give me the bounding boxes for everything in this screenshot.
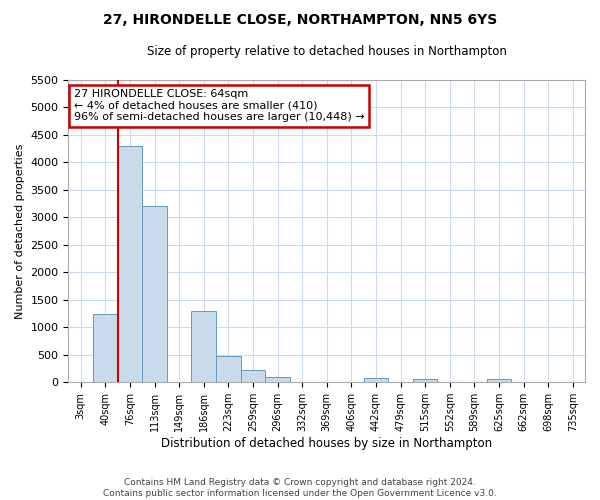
Bar <box>118 146 142 382</box>
X-axis label: Distribution of detached houses by size in Northampton: Distribution of detached houses by size … <box>161 437 492 450</box>
Bar <box>191 311 216 382</box>
Bar <box>93 314 118 382</box>
Bar <box>413 379 437 382</box>
Bar <box>216 356 241 382</box>
Title: Size of property relative to detached houses in Northampton: Size of property relative to detached ho… <box>147 45 506 58</box>
Bar <box>241 370 265 382</box>
Bar <box>487 379 511 382</box>
Y-axis label: Number of detached properties: Number of detached properties <box>15 144 25 319</box>
Bar <box>142 206 167 382</box>
Bar <box>265 376 290 382</box>
Text: 27, HIRONDELLE CLOSE, NORTHAMPTON, NN5 6YS: 27, HIRONDELLE CLOSE, NORTHAMPTON, NN5 6… <box>103 12 497 26</box>
Bar <box>364 378 388 382</box>
Text: 27 HIRONDELLE CLOSE: 64sqm
← 4% of detached houses are smaller (410)
96% of semi: 27 HIRONDELLE CLOSE: 64sqm ← 4% of detac… <box>74 89 364 122</box>
Text: Contains HM Land Registry data © Crown copyright and database right 2024.
Contai: Contains HM Land Registry data © Crown c… <box>103 478 497 498</box>
